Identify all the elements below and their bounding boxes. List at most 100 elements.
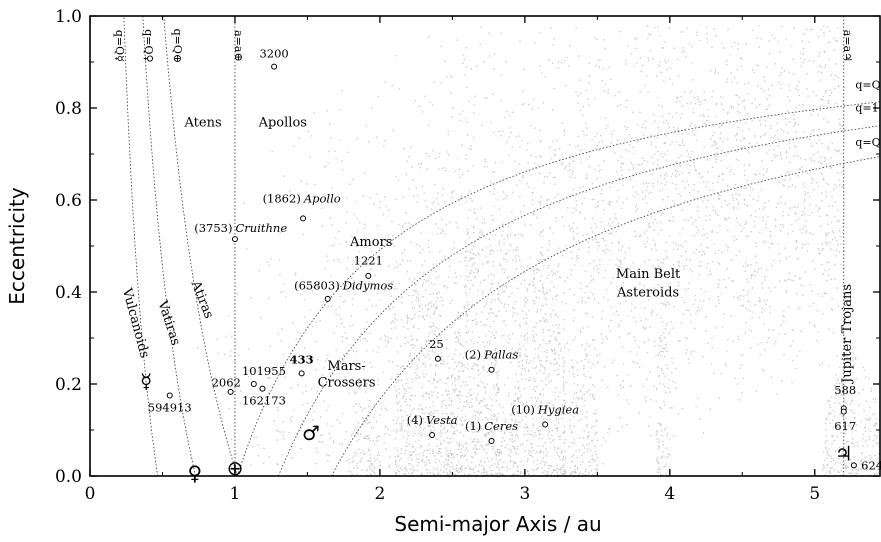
asteroid-label: 624 bbox=[861, 459, 881, 473]
asteroid-name: Vesta bbox=[426, 413, 458, 427]
region-label: Jupiter Trojans bbox=[840, 284, 855, 385]
asteroid-name: Cruithne bbox=[236, 221, 288, 235]
asteroid-marker bbox=[434, 355, 441, 362]
boundary-curve-label: q=Q⊕ bbox=[855, 79, 881, 92]
boundary-curve bbox=[331, 156, 880, 476]
asteroid-marker bbox=[429, 432, 436, 439]
planet-earth-symbol: ⊕ bbox=[227, 456, 244, 480]
annotation-labels: Atens Apollos Amors Main Belt Asteroids Mars-… bbox=[119, 46, 881, 484]
x-tick-label: 0 bbox=[85, 484, 96, 504]
asteroid-marker bbox=[250, 381, 257, 387]
y-tick-label: 1.0 bbox=[55, 7, 82, 27]
region-label: Vatiras bbox=[154, 298, 183, 347]
asteroid-name: Hygiea bbox=[537, 402, 579, 416]
asteroid-marker bbox=[271, 63, 278, 70]
asteroid-name: Ceres bbox=[484, 419, 518, 433]
region-label: Mars- bbox=[327, 359, 365, 374]
asteroid-number: (1) bbox=[465, 419, 481, 433]
boundary-curve-label: a=a⊕ bbox=[232, 30, 245, 62]
boundary-curve-label: q=Q♀ bbox=[142, 29, 155, 62]
asteroid-number: 1221 bbox=[354, 253, 383, 267]
boundary-curve bbox=[142, 16, 196, 476]
asteroid-number: (10) bbox=[511, 402, 535, 416]
asteroid-number: 25 bbox=[429, 337, 444, 351]
asteroid-number: 3200 bbox=[259, 46, 288, 60]
y-tick-label: 0.6 bbox=[55, 191, 82, 211]
asteroid-marker bbox=[259, 385, 266, 392]
asteroid-number: 433 bbox=[290, 352, 314, 366]
asteroid-number: (65803) bbox=[294, 279, 340, 293]
region-label: Asteroids bbox=[616, 286, 679, 301]
asteroid-name: Pallas bbox=[483, 348, 518, 362]
asteroid-label: 101955 bbox=[242, 364, 286, 378]
asteroid-label: 25 bbox=[429, 337, 444, 351]
y-tick-label: 0.2 bbox=[55, 375, 82, 395]
asteroid-marker bbox=[542, 421, 549, 428]
asteroid-number: 162173 bbox=[242, 394, 286, 408]
asteroid-label: 617 bbox=[834, 419, 856, 433]
asteroid-number: 101955 bbox=[242, 364, 286, 378]
asteroid-marker bbox=[227, 388, 234, 395]
x-axis-label: Semi-major Axis / au bbox=[394, 512, 601, 536]
x-tick-label: 5 bbox=[809, 484, 820, 504]
region-label: Amors bbox=[349, 235, 392, 250]
asteroid-marker bbox=[166, 392, 173, 399]
asteroid-number: 624 bbox=[861, 459, 881, 473]
asteroid-label: 162173 bbox=[242, 394, 286, 408]
y-tick-label: 0.4 bbox=[55, 283, 82, 303]
region-label: Apollos bbox=[258, 115, 307, 130]
asteroid-number: (1862) bbox=[263, 191, 301, 205]
asteroid-label: 433 bbox=[290, 352, 314, 366]
asteroid-number: 588 bbox=[834, 383, 856, 397]
boundary-curve-label: q=Q♂ bbox=[855, 136, 881, 149]
asteroid-label: (1862) Apollo bbox=[263, 191, 341, 205]
asteroid-label: 3200 bbox=[259, 46, 288, 60]
asteroid-label: 588 bbox=[834, 383, 856, 397]
asteroid-name: Didymos bbox=[342, 279, 394, 293]
asteroid-number: (2) bbox=[465, 348, 481, 362]
boundary-curve bbox=[237, 101, 880, 476]
y-axis-label: Eccentricity bbox=[5, 187, 29, 305]
boundary-curve-label: a=a♃ bbox=[841, 30, 854, 62]
y-tick-label: 0.8 bbox=[55, 99, 82, 119]
asteroid-label: (3753) Cruithne bbox=[194, 221, 287, 235]
asteroid-number: 2062 bbox=[212, 375, 241, 389]
asteroid-marker bbox=[298, 370, 305, 377]
boundary-curve bbox=[278, 125, 880, 476]
asteroid-label: (10) Hygiea bbox=[511, 402, 579, 416]
asteroid-marker bbox=[488, 366, 495, 373]
asteroid-label: (65803) Didymos bbox=[294, 279, 393, 293]
x-tick-label: 4 bbox=[664, 484, 675, 504]
boundary-curve bbox=[163, 16, 238, 476]
asteroid-marker bbox=[324, 295, 331, 302]
asteroid-marker bbox=[300, 215, 307, 222]
asteroid-marker bbox=[231, 236, 238, 243]
asteroid-marker bbox=[488, 438, 495, 445]
plot-border bbox=[89, 15, 881, 477]
x-tick-label: 2 bbox=[374, 484, 385, 504]
region-label: Main Belt bbox=[616, 267, 681, 282]
asteroid-name: Apollo bbox=[303, 191, 341, 205]
planet-jupiter-symbol: ♃ bbox=[835, 441, 853, 465]
x-tick-label: 3 bbox=[519, 484, 530, 504]
asteroid-marker bbox=[840, 408, 847, 415]
region-label: Atiras bbox=[187, 278, 216, 321]
boundary-curve-label: q=1.3 au bbox=[855, 102, 881, 115]
asteroid-label: (4) Vesta bbox=[407, 413, 458, 427]
region-label: Crossers bbox=[318, 375, 376, 390]
boundary-curves: q=Q☿ q=Q♀ q=Q⊕ a=a⊕ q=Q⊕ q=1.3 au q=Q♂ a=a♃ bbox=[113, 16, 881, 476]
asteroid-label: (2) Pallas bbox=[465, 348, 519, 362]
asteroid-label: 1221 bbox=[354, 253, 383, 267]
boundary-curve bbox=[123, 16, 159, 476]
asteroid-marker bbox=[850, 462, 857, 469]
asteroid-number: (4) bbox=[407, 413, 423, 427]
y-tick-label: 0.0 bbox=[55, 467, 82, 487]
asteroid-label: 2062 bbox=[212, 375, 241, 389]
plot-frame: 0 1 2 3 4 5 0.0 0.2 0.4 0.6 0.8 1.0 bbox=[55, 7, 881, 504]
planet-mercury-symbol: ☿ bbox=[140, 369, 152, 393]
region-label: Atens bbox=[184, 115, 222, 130]
asteroid-number: 594913 bbox=[148, 401, 192, 415]
planet-venus-symbol: ♀ bbox=[187, 461, 202, 485]
boundary-curve-label: q=Q☿ bbox=[113, 30, 126, 62]
